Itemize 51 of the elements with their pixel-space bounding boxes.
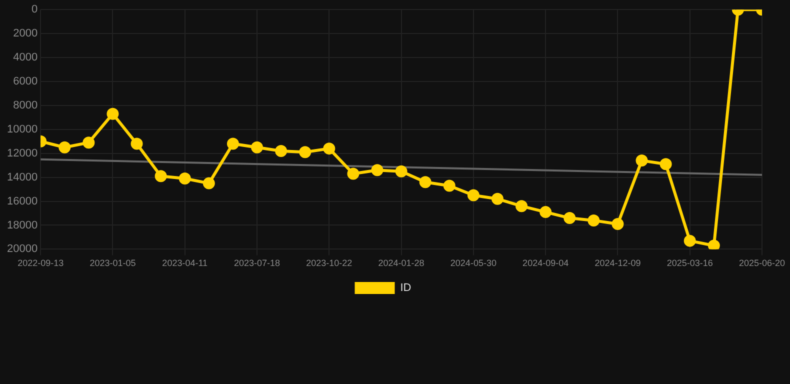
point: [636, 154, 648, 167]
point: [106, 108, 119, 120]
point: [491, 192, 504, 205]
point: [82, 136, 95, 149]
point: [540, 206, 552, 218]
x-tick-label: 2023-01-05: [90, 258, 136, 268]
y-tick-label: 20000: [6, 243, 38, 256]
point: [588, 214, 600, 226]
x-tick-label: 2024-12-09: [594, 258, 641, 268]
y-tick-label: 4000: [13, 52, 38, 64]
point: [178, 172, 191, 185]
point: [202, 177, 215, 190]
point: [516, 200, 528, 212]
x-tick-label: 2023-04-11: [162, 258, 208, 268]
y-tick-label: 10000: [6, 123, 38, 136]
point: [660, 158, 672, 170]
y-tick-label: 12000: [6, 147, 38, 160]
point: [708, 240, 720, 250]
point: [395, 165, 408, 178]
point: [612, 218, 624, 230]
x-tick-label: 2022-09-13: [18, 258, 64, 268]
point: [154, 170, 167, 182]
y-tick-label: 16000: [6, 195, 38, 208]
point: [130, 138, 143, 150]
point: [251, 141, 264, 154]
point: [419, 176, 432, 188]
x-tick-label: 2025-06-20: [738, 258, 786, 268]
point: [347, 168, 360, 180]
x-tick-label: 2024-09-04: [522, 258, 569, 268]
x-tick-label: 2023-10-22: [306, 258, 352, 268]
y-tick-label: 18000: [6, 219, 38, 232]
point: [684, 234, 696, 247]
point: [467, 189, 480, 202]
y-tick-label: 6000: [13, 76, 38, 88]
y-tick-label: 2000: [13, 28, 38, 40]
x-tick-label: 2024-05-30: [450, 258, 496, 268]
point: [564, 212, 576, 224]
point: [443, 180, 456, 192]
x-tick-label: 2023-07-18: [234, 258, 280, 268]
point: [275, 144, 288, 157]
legend-label: ID: [400, 282, 412, 294]
point: [226, 138, 239, 150]
y-tick-label: 14000: [6, 171, 38, 184]
y-tick-label: 8000: [13, 99, 38, 112]
point: [58, 141, 71, 154]
point: [323, 142, 336, 155]
point: [299, 146, 312, 158]
x-tick-label: 2024-01-28: [378, 258, 424, 268]
x-tick-label: 2025-03-16: [666, 258, 713, 268]
y-tick-label: 0: [31, 4, 38, 16]
point: [371, 164, 384, 176]
